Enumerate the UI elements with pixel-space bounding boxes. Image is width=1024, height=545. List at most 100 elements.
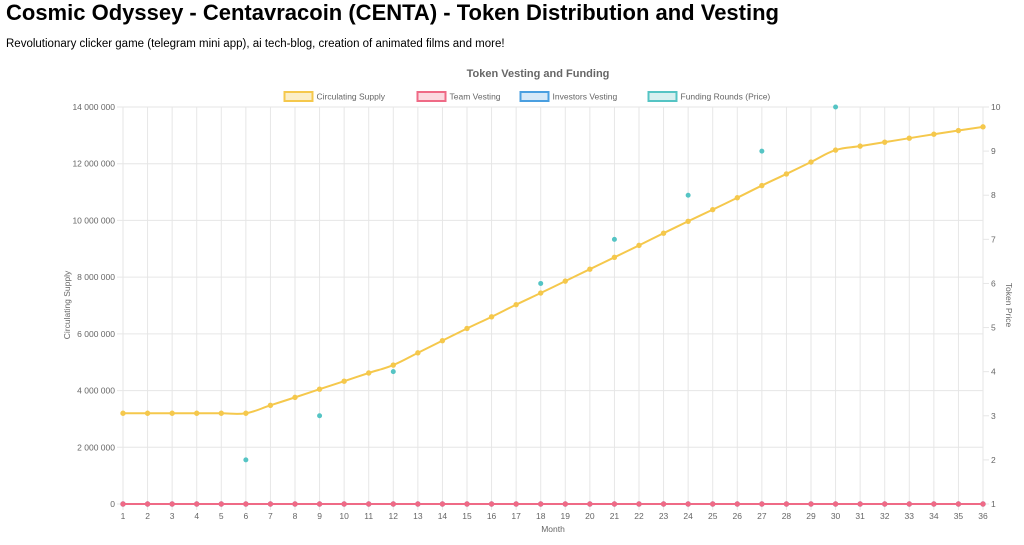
circulating-supply-point: [636, 242, 642, 249]
x-tick-label: 7: [268, 511, 273, 521]
funding-rounds-price-point: [833, 104, 839, 110]
investors-vesting-legend-swatch: [519, 91, 550, 102]
team-vesting-point: [931, 501, 937, 507]
y2-tick-label: 3: [991, 411, 996, 421]
funding-rounds-price-point: [317, 413, 323, 419]
x-tick-label: 1: [121, 511, 126, 521]
team-vesting-point: [685, 501, 691, 507]
team-vesting-point: [292, 501, 298, 507]
circulating-supply-legend-label: Circulating Supply: [317, 92, 386, 102]
y2-tick-label: 10: [991, 102, 1001, 112]
y-tick-label: 6 000 000: [77, 329, 115, 339]
team-vesting-point: [390, 501, 396, 507]
circulating-supply-point: [513, 301, 519, 308]
x-tick-label: 19: [561, 511, 571, 521]
circulating-supply-point: [341, 378, 347, 384]
circulating-supply-point: [267, 402, 274, 409]
x-tick-label: 17: [511, 511, 521, 521]
y-axis-left: 0 2 000 000 4 000 000 6 000 000 8 000 000 10 …: [72, 102, 115, 509]
x-tick-label: 14: [438, 511, 448, 521]
team-vesting-point: [857, 501, 863, 507]
y2-tick-label: 4: [991, 367, 996, 377]
y2-tick-label: 6: [991, 278, 996, 288]
circulating-supply-point: [931, 131, 937, 137]
team-vesting-point: [538, 501, 544, 507]
chart-grid: [117, 106, 989, 510]
circulating-supply-point: [316, 386, 323, 392]
x-tick-label: 36: [978, 511, 988, 521]
funding-rounds-price-legend-swatch: [647, 91, 678, 102]
team-vesting-legend-label: Team Vesting: [450, 92, 501, 102]
circulating-supply-point: [538, 290, 544, 296]
team-vesting-point: [611, 501, 618, 507]
x-tick-label: 18: [536, 511, 546, 521]
y-axis-right: 1 2 3 4 5 6 7 8 9 10: [991, 102, 1001, 509]
funding-rounds-price-point: [538, 280, 544, 286]
team-vesting-point: [144, 501, 151, 507]
y2-tick-label: 8: [991, 190, 996, 200]
circulating-supply-point: [218, 410, 224, 416]
funding-rounds-price-point: [611, 236, 617, 242]
team-vesting-point: [464, 501, 470, 507]
team-vesting-point: [341, 501, 347, 507]
x-axis-label: Month: [541, 524, 565, 534]
y2-tick-label: 5: [991, 323, 996, 333]
x-tick-label: 15: [462, 511, 472, 521]
y2-tick-label: 2: [991, 455, 996, 465]
team-vesting-point: [316, 501, 323, 507]
x-tick-label: 3: [170, 511, 175, 521]
x-tick-label: 22: [634, 511, 644, 521]
x-tick-label: 29: [806, 511, 816, 521]
circulating-supply-point: [243, 410, 249, 416]
circulating-supply-point: [882, 139, 888, 145]
team-vesting-point: [415, 501, 421, 507]
circulating-supply-point: [169, 410, 175, 416]
circulating-supply-line: [123, 125, 984, 415]
circulating-supply-point: [685, 218, 691, 224]
circulating-supply-point: [292, 394, 298, 401]
x-tick-label: 34: [929, 511, 939, 521]
x-tick-label: 4: [194, 511, 199, 521]
circulating-supply-point: [415, 350, 421, 356]
team-vesting-point: [882, 501, 888, 507]
x-tick-label: 25: [708, 511, 718, 521]
team-vesting-point: [759, 501, 765, 507]
team-vesting-point: [636, 501, 642, 507]
y-tick-label: 8 000 000: [77, 272, 115, 282]
funding-rounds-price-point: [685, 192, 691, 198]
team-vesting-point: [980, 501, 986, 507]
y2-tick-label: 1: [991, 499, 996, 509]
circulating-supply-point: [439, 337, 446, 344]
circulating-supply-point: [562, 278, 568, 284]
team-vesting-point: [218, 501, 224, 507]
team-vesting-point: [488, 501, 495, 507]
team-vesting-point: [710, 501, 716, 507]
y2-tick-label: 7: [991, 234, 996, 244]
x-tick-label: 30: [831, 511, 841, 521]
team-vesting-point: [169, 501, 175, 507]
circulating-supply-point: [194, 410, 200, 416]
x-tick-label: 12: [389, 511, 399, 521]
chart-series: [120, 104, 986, 507]
team-vesting-point: [366, 501, 372, 507]
funding-rounds-price-point: [390, 369, 396, 375]
page-title: Cosmic Odyssey - Centavracoin (CENTA) - …: [6, 0, 779, 25]
circulating-supply-point: [120, 410, 126, 416]
circulating-supply-legend-swatch: [283, 91, 314, 102]
y-tick-label: 12 000 000: [72, 159, 115, 169]
funding-rounds-price-point: [759, 148, 765, 154]
x-tick-label: 26: [733, 511, 743, 521]
x-tick-label: 32: [880, 511, 890, 521]
x-tick-label: 8: [293, 511, 298, 521]
circulating-supply-point: [144, 410, 151, 416]
x-tick-label: 27: [757, 511, 767, 521]
x-tick-label: 10: [339, 511, 349, 521]
team-vesting-point: [906, 501, 912, 507]
circulating-supply-point: [611, 254, 618, 260]
x-tick-label: 5: [219, 511, 224, 521]
circulating-supply-point: [390, 362, 396, 368]
chart-title: Token Vesting and Funding: [467, 68, 610, 80]
x-tick-label: 33: [905, 511, 915, 521]
x-axis: 1 2 3 4 5 6 7 8 9 10 11 12 13 14 15 16 17 18 19 20 21 22 23 24 2…: [121, 511, 988, 521]
